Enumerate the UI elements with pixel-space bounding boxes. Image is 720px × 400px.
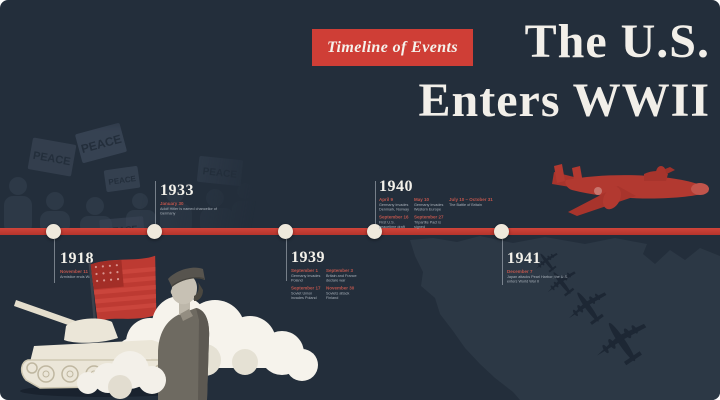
timeline-bar [0,228,720,235]
event-1939: 1939 September 1 Germany invades Poland … [291,249,366,338]
event-date: November 11 [60,269,89,274]
event-entry: September 1 Germany invades Poland [291,268,323,283]
event-entry: September 16 First U.S. peacetime draft [379,214,411,229]
event-entry: December 7 Japan attacks Pearl Harbor; t… [507,269,572,284]
event-date: September 17 [291,285,321,291]
event-date: July 10 – October 31 [449,197,493,202]
us-flag-icon [88,255,161,343]
peace-rally-illustration: PEACE PEACE PEACE PEACE PEACE [4,123,262,240]
page-title: The U.S. Enters WWII [419,12,710,130]
event-year: 1939 [291,249,325,266]
event-entry: November 30 Soviets attack Finland [326,285,358,300]
svg-text:PEACE: PEACE [202,166,238,181]
event-entry: September 3 Britain and France declare w… [326,268,358,283]
event-year: 1918 [60,250,94,267]
soldier-woman-photo [158,267,210,400]
event-entry: November 11 Armistice ends World War I [60,269,125,279]
title-line-1: The U.S. [524,15,710,68]
event-description: Adolf Hitler is named chancellor of Germ… [160,206,217,216]
star-marking-icon [594,187,602,195]
event-date: September 16 [379,214,409,220]
event-1941: 1941 December 7 Japan attacks Pearl Harb… [507,250,582,304]
event-description: Soviets attack Finland [326,290,350,301]
timeline-dot-1933 [147,224,162,239]
timeline-dot-1939 [278,224,293,239]
connector-1940 [375,181,376,226]
event-date: September 27 [414,214,444,220]
event-entry: September 17 Soviet Union invades Poland [291,285,323,300]
event-date: April 9 [379,197,394,202]
event-year: 1933 [160,182,194,199]
event-description: Britain and France declare war [326,273,357,283]
europe-map-silhouette [410,236,720,400]
event-description: Tripartite Pact is signed [414,219,441,230]
event-year: 1941 [507,250,541,267]
event-date: May 10 [414,197,430,202]
timeline-dot-1941 [494,224,509,239]
event-entry: May 10 Germany invades Western Europe [414,197,446,212]
event-description: Germany invades Western Europe [414,202,444,212]
event-entry: September 27 Tripartite Pact is signed [414,214,446,229]
cloud-icon [77,351,166,399]
event-date: September 3 [326,268,354,273]
event-entry: July 10 – October 31 The Battle of Brita… [449,197,494,212]
connector-1933 [155,181,156,226]
event-description: First U.S. peacetime draft [379,219,405,230]
event-description: The Battle of Britain [449,202,482,208]
event-1940: 1940 April 9 Germany invades Denmark, No… [379,178,497,267]
timeline-dot-1940 [367,224,382,239]
event-date: January 30 [160,201,184,206]
event-description: Germany invades Denmark, Norway [379,202,410,212]
peace-rally-photo: PEACE PEACE PEACE PEACE PEACE [0,106,265,240]
event-description: Armistice ends World War I [60,274,106,280]
event-description: Soviet Union invades Poland [291,290,317,301]
svg-text:PEACE: PEACE [108,174,137,187]
connector-1918 [54,239,55,283]
connector-1941 [502,239,503,285]
event-date: November 30 [326,285,355,291]
b25-bomber-icon [552,164,709,216]
connector-1939 [286,239,287,281]
title-line-2: Enters WWII [418,74,710,127]
event-entry: April 9 Germany invades Denmark, Norway [379,197,411,212]
event-entry: January 30 Adolf Hitler is named chancel… [160,201,225,216]
event-year: 1940 [379,178,413,195]
event-1918: 1918 November 11 Armistice ends World Wa… [60,250,130,294]
event-date: September 1 [291,268,319,273]
event-description: Japan attacks Pearl Harbor; the U.S. ent… [507,274,569,284]
badge-label: Timeline of Events [326,38,459,56]
event-description: Germany invades Poland [291,273,321,283]
event-date: December 7 [507,269,533,274]
wwii-collage [14,255,318,400]
event-1933: 1933 January 30 Adolf Hitler is named ch… [160,182,230,236]
timeline-of-events-badge: Timeline of Events [312,29,473,66]
timeline-dot-1918 [46,224,61,239]
